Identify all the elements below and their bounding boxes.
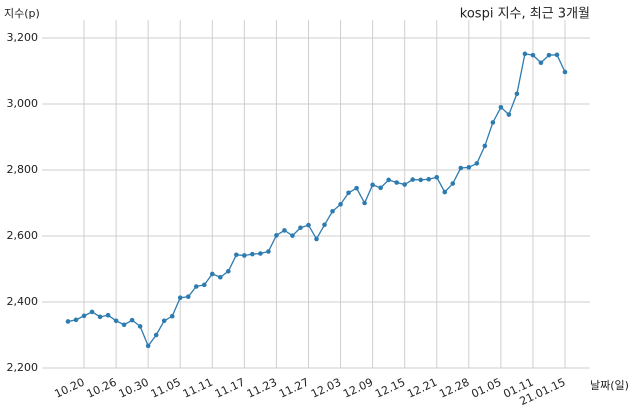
point — [434, 174, 440, 180]
point — [482, 143, 488, 149]
point — [386, 177, 391, 183]
point — [290, 233, 295, 238]
point — [177, 295, 183, 301]
y-tick-label: 2,600 — [7, 229, 39, 242]
x-tick-label: 12.15 — [373, 376, 407, 401]
point — [242, 253, 247, 258]
point — [65, 319, 71, 324]
point — [129, 317, 135, 323]
point — [274, 233, 279, 238]
point — [338, 202, 343, 207]
point — [442, 189, 448, 195]
y-axis-label: 지수(p) — [4, 7, 40, 20]
point — [201, 282, 207, 288]
x-tick-label: 11.11 — [181, 376, 215, 401]
point — [490, 120, 496, 125]
point — [514, 91, 520, 97]
y-tick-label: 2,400 — [7, 295, 39, 308]
y-tick-label: 2,200 — [7, 361, 39, 374]
point — [410, 177, 415, 182]
point — [105, 312, 111, 318]
point — [234, 252, 239, 258]
point — [450, 181, 456, 186]
y-tick-label: 3,000 — [7, 97, 39, 110]
point — [250, 251, 255, 257]
point — [378, 185, 383, 191]
x-axis-label: 날짜(일) — [590, 378, 629, 392]
point — [322, 222, 327, 228]
point — [402, 182, 407, 187]
point — [266, 249, 271, 254]
point — [169, 313, 175, 319]
point — [282, 228, 287, 233]
x-tick-label: 10.20 — [53, 376, 87, 401]
point — [538, 60, 544, 66]
point — [554, 52, 560, 58]
point — [89, 309, 95, 315]
point — [426, 176, 432, 182]
x-tick-label: 11.23 — [245, 376, 279, 401]
point — [418, 177, 424, 183]
x-tick-label: 10.26 — [85, 376, 119, 401]
x-tick-label: 12.21 — [405, 376, 439, 401]
x-tick-label: 11.05 — [149, 376, 183, 401]
point — [145, 343, 151, 349]
point — [161, 318, 167, 324]
point — [209, 271, 215, 277]
point — [562, 69, 568, 75]
point — [73, 317, 79, 323]
point — [97, 314, 103, 320]
point — [226, 269, 231, 274]
point — [258, 251, 263, 256]
point — [370, 182, 375, 188]
y-tick-label: 2,800 — [7, 163, 39, 176]
point — [330, 208, 335, 214]
point — [546, 52, 552, 58]
point — [81, 313, 87, 319]
x-tick-label: 10.30 — [117, 376, 151, 401]
point — [153, 332, 159, 338]
chart-title: kospi 지수, 최근 3개월 — [460, 7, 590, 22]
x-tick-label: 12.09 — [341, 376, 375, 401]
point — [306, 222, 311, 228]
y-tick-label: 3,200 — [7, 31, 39, 44]
x-tick-label: 11.27 — [277, 376, 311, 401]
point — [193, 284, 199, 289]
point — [354, 185, 359, 191]
point — [346, 190, 351, 196]
point — [298, 225, 303, 231]
point — [458, 165, 464, 171]
point — [113, 318, 119, 324]
point — [530, 52, 536, 58]
point — [466, 165, 472, 170]
point — [474, 161, 480, 166]
point — [522, 51, 528, 57]
x-tick-label: 11.17 — [213, 376, 247, 401]
point — [314, 236, 319, 242]
point — [218, 274, 223, 280]
point — [185, 294, 191, 300]
point — [498, 105, 504, 110]
x-tick-label: 12.03 — [309, 376, 343, 401]
point — [121, 322, 127, 328]
point — [394, 180, 399, 185]
x-tick-label: 01.05 — [469, 376, 503, 401]
x-tick-label: 12.28 — [437, 376, 471, 401]
point — [362, 200, 367, 206]
point — [137, 324, 143, 329]
point — [506, 112, 512, 117]
